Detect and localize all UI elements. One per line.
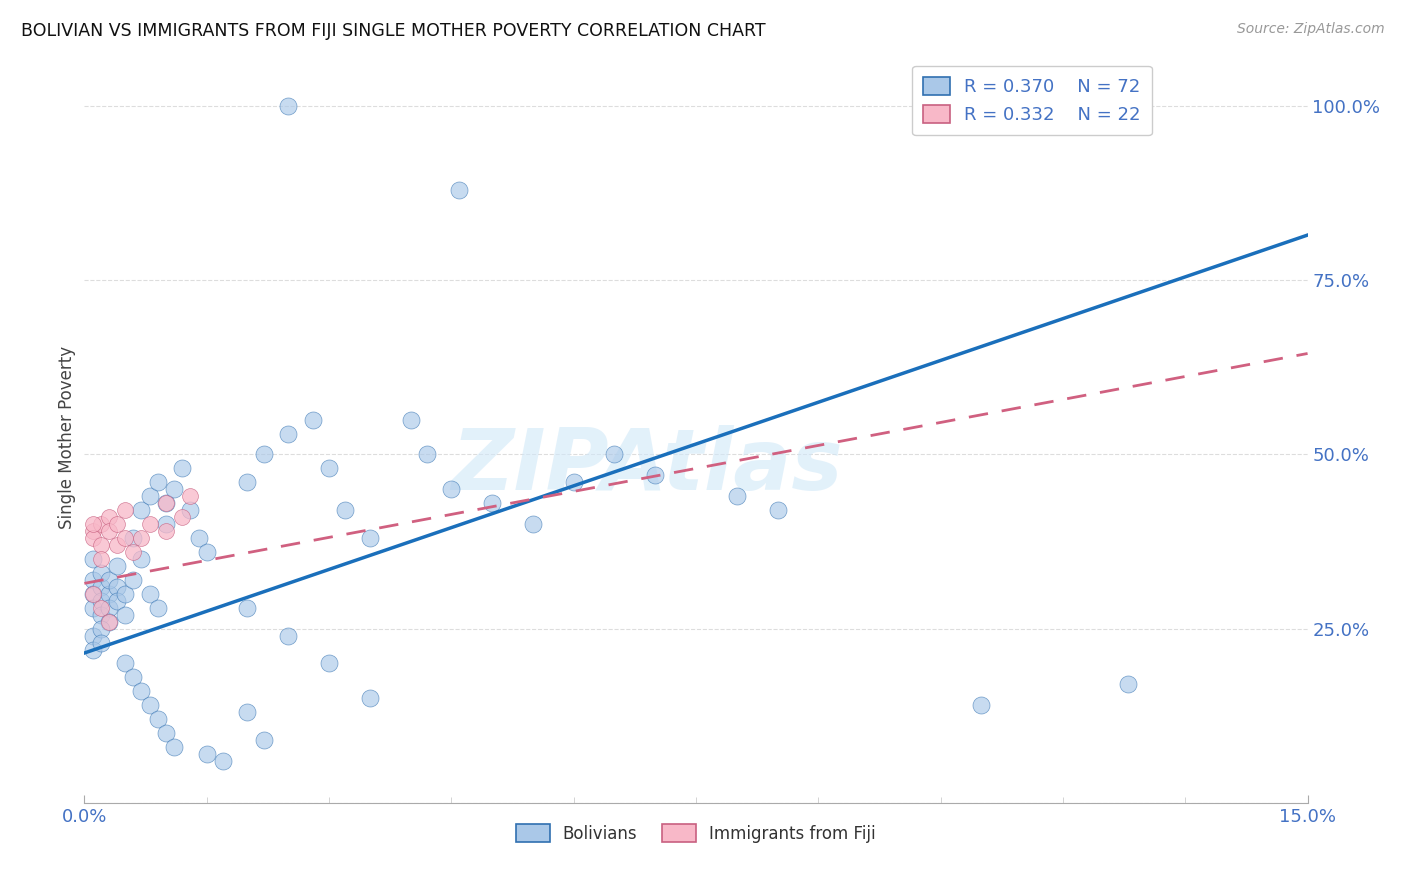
Point xyxy=(163,740,186,755)
Point xyxy=(82,587,104,601)
Point xyxy=(172,461,194,475)
Point xyxy=(82,642,104,657)
Point xyxy=(187,531,209,545)
Point xyxy=(725,489,748,503)
Point xyxy=(122,531,145,545)
Point xyxy=(155,517,177,532)
Point xyxy=(90,517,112,532)
Point xyxy=(449,183,471,197)
Point xyxy=(146,600,169,615)
Point xyxy=(90,552,112,566)
Point xyxy=(318,657,340,671)
Point xyxy=(522,517,544,532)
Point xyxy=(97,615,120,629)
Text: Source: ZipAtlas.com: Source: ZipAtlas.com xyxy=(1237,22,1385,37)
Point xyxy=(155,496,177,510)
Point xyxy=(155,496,177,510)
Point xyxy=(114,587,136,601)
Point xyxy=(97,524,120,538)
Legend: Bolivians, Immigrants from Fiji: Bolivians, Immigrants from Fiji xyxy=(509,818,883,849)
Point xyxy=(105,517,128,532)
Point xyxy=(138,517,160,532)
Point xyxy=(131,503,153,517)
Point xyxy=(236,475,259,490)
Point xyxy=(82,531,104,545)
Point xyxy=(481,496,503,510)
Point xyxy=(163,483,186,497)
Text: BOLIVIAN VS IMMIGRANTS FROM FIJI SINGLE MOTHER POVERTY CORRELATION CHART: BOLIVIAN VS IMMIGRANTS FROM FIJI SINGLE … xyxy=(21,22,766,40)
Point xyxy=(236,705,259,719)
Point xyxy=(179,489,201,503)
Point xyxy=(1116,677,1139,691)
Text: ZIPAtlas: ZIPAtlas xyxy=(451,425,842,508)
Point xyxy=(105,594,128,608)
Point xyxy=(277,629,299,643)
Point xyxy=(114,531,136,545)
Point xyxy=(105,538,128,552)
Y-axis label: Single Mother Poverty: Single Mother Poverty xyxy=(58,345,76,529)
Point xyxy=(399,412,422,426)
Point xyxy=(277,99,299,113)
Point xyxy=(359,531,381,545)
Point xyxy=(90,635,112,649)
Point xyxy=(97,510,120,524)
Point xyxy=(90,594,112,608)
Point xyxy=(90,580,112,594)
Point xyxy=(138,698,160,713)
Point xyxy=(318,461,340,475)
Point xyxy=(122,545,145,559)
Point xyxy=(155,524,177,538)
Point xyxy=(603,448,626,462)
Point xyxy=(155,726,177,740)
Point xyxy=(146,712,169,726)
Point xyxy=(131,531,153,545)
Point xyxy=(195,545,218,559)
Point xyxy=(236,600,259,615)
Point xyxy=(105,580,128,594)
Point xyxy=(416,448,439,462)
Point xyxy=(114,607,136,622)
Point xyxy=(97,600,120,615)
Point xyxy=(97,615,120,629)
Point xyxy=(97,573,120,587)
Point xyxy=(970,698,993,713)
Point xyxy=(131,552,153,566)
Point xyxy=(212,754,235,768)
Point xyxy=(172,510,194,524)
Point xyxy=(335,503,357,517)
Point xyxy=(766,503,789,517)
Point xyxy=(82,600,104,615)
Point xyxy=(82,587,104,601)
Point xyxy=(82,517,104,532)
Point xyxy=(138,587,160,601)
Point xyxy=(90,538,112,552)
Point xyxy=(195,747,218,761)
Point xyxy=(122,573,145,587)
Point xyxy=(138,489,160,503)
Point xyxy=(97,587,120,601)
Point xyxy=(440,483,463,497)
Point xyxy=(131,684,153,698)
Point xyxy=(82,629,104,643)
Point xyxy=(146,475,169,490)
Point xyxy=(359,691,381,706)
Point xyxy=(105,558,128,573)
Point xyxy=(90,622,112,636)
Point xyxy=(277,426,299,441)
Point xyxy=(562,475,585,490)
Point xyxy=(114,503,136,517)
Point xyxy=(90,600,112,615)
Point xyxy=(179,503,201,517)
Point xyxy=(253,448,276,462)
Point xyxy=(114,657,136,671)
Point xyxy=(90,607,112,622)
Point xyxy=(82,552,104,566)
Point xyxy=(301,412,323,426)
Point xyxy=(253,733,276,747)
Point xyxy=(82,573,104,587)
Point xyxy=(122,670,145,684)
Point xyxy=(82,524,104,538)
Point xyxy=(90,566,112,580)
Point xyxy=(644,468,666,483)
